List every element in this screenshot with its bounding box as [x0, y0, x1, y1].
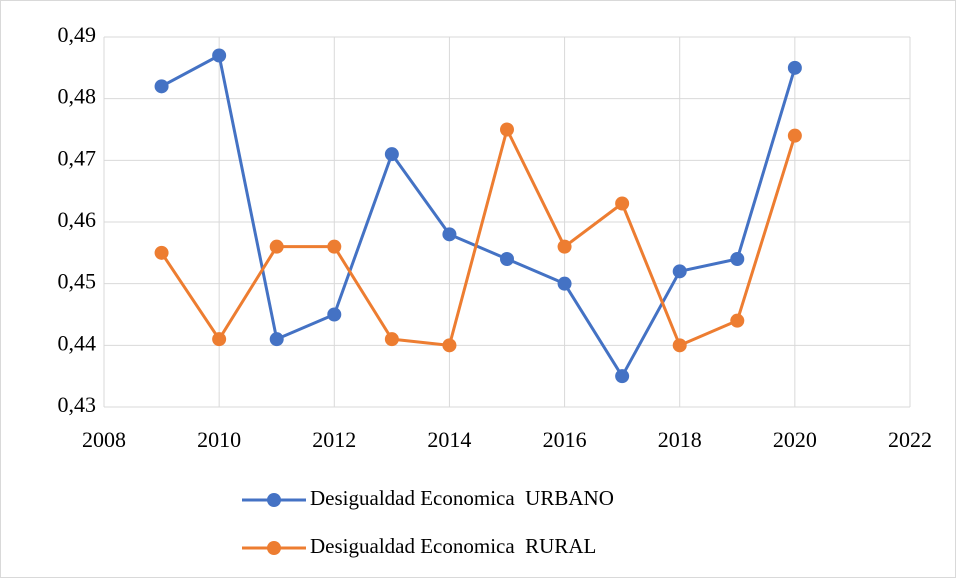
- x-tick-label: 2018: [658, 427, 702, 452]
- data-point: [269, 239, 284, 254]
- data-point: [787, 128, 802, 143]
- data-point: [672, 264, 687, 279]
- y-tick-label: 0,45: [58, 269, 97, 294]
- data-point: [787, 60, 802, 75]
- y-tick-label: 0,46: [58, 207, 97, 232]
- legend-label: Desigualdad Economica URBANO: [310, 486, 614, 510]
- data-point: [615, 369, 630, 384]
- legend-label: Desigualdad Economica RURAL: [310, 534, 596, 558]
- data-point: [730, 252, 745, 266]
- legend-marker: [267, 541, 281, 555]
- data-point: [212, 332, 227, 347]
- legend-marker: [267, 493, 281, 507]
- y-tick-label: 0,49: [58, 22, 97, 47]
- x-tick-label: 2020: [773, 427, 817, 452]
- data-point: [154, 245, 169, 260]
- y-tick-label: 0,43: [58, 392, 97, 417]
- data-point: [557, 276, 572, 291]
- data-point: [384, 147, 399, 162]
- x-tick-label: 2012: [312, 427, 356, 452]
- x-tick-label: 2022: [888, 427, 932, 452]
- y-tick-label: 0,44: [58, 330, 97, 355]
- x-tick-label: 2008: [82, 427, 126, 452]
- data-point: [154, 79, 169, 94]
- x-tick-label: 2014: [427, 427, 471, 452]
- data-point: [500, 122, 514, 137]
- data-point: [269, 332, 284, 347]
- series-line: [160, 128, 797, 347]
- data-point: [442, 338, 457, 353]
- data-point: [212, 48, 227, 63]
- y-tick-label: 0,48: [58, 84, 97, 109]
- x-tick-label: 2010: [197, 427, 241, 452]
- data-point: [327, 239, 342, 254]
- data-point: [557, 239, 572, 254]
- data-point: [442, 227, 457, 242]
- y-tick-label: 0,47: [58, 145, 97, 170]
- data-point: [730, 313, 745, 328]
- data-point: [327, 307, 342, 322]
- x-tick-label: 2016: [543, 427, 587, 452]
- data-point: [672, 338, 687, 353]
- data-point: [500, 252, 514, 266]
- data-point: [615, 196, 630, 211]
- data-point: [384, 332, 399, 347]
- series-line: [160, 54, 797, 378]
